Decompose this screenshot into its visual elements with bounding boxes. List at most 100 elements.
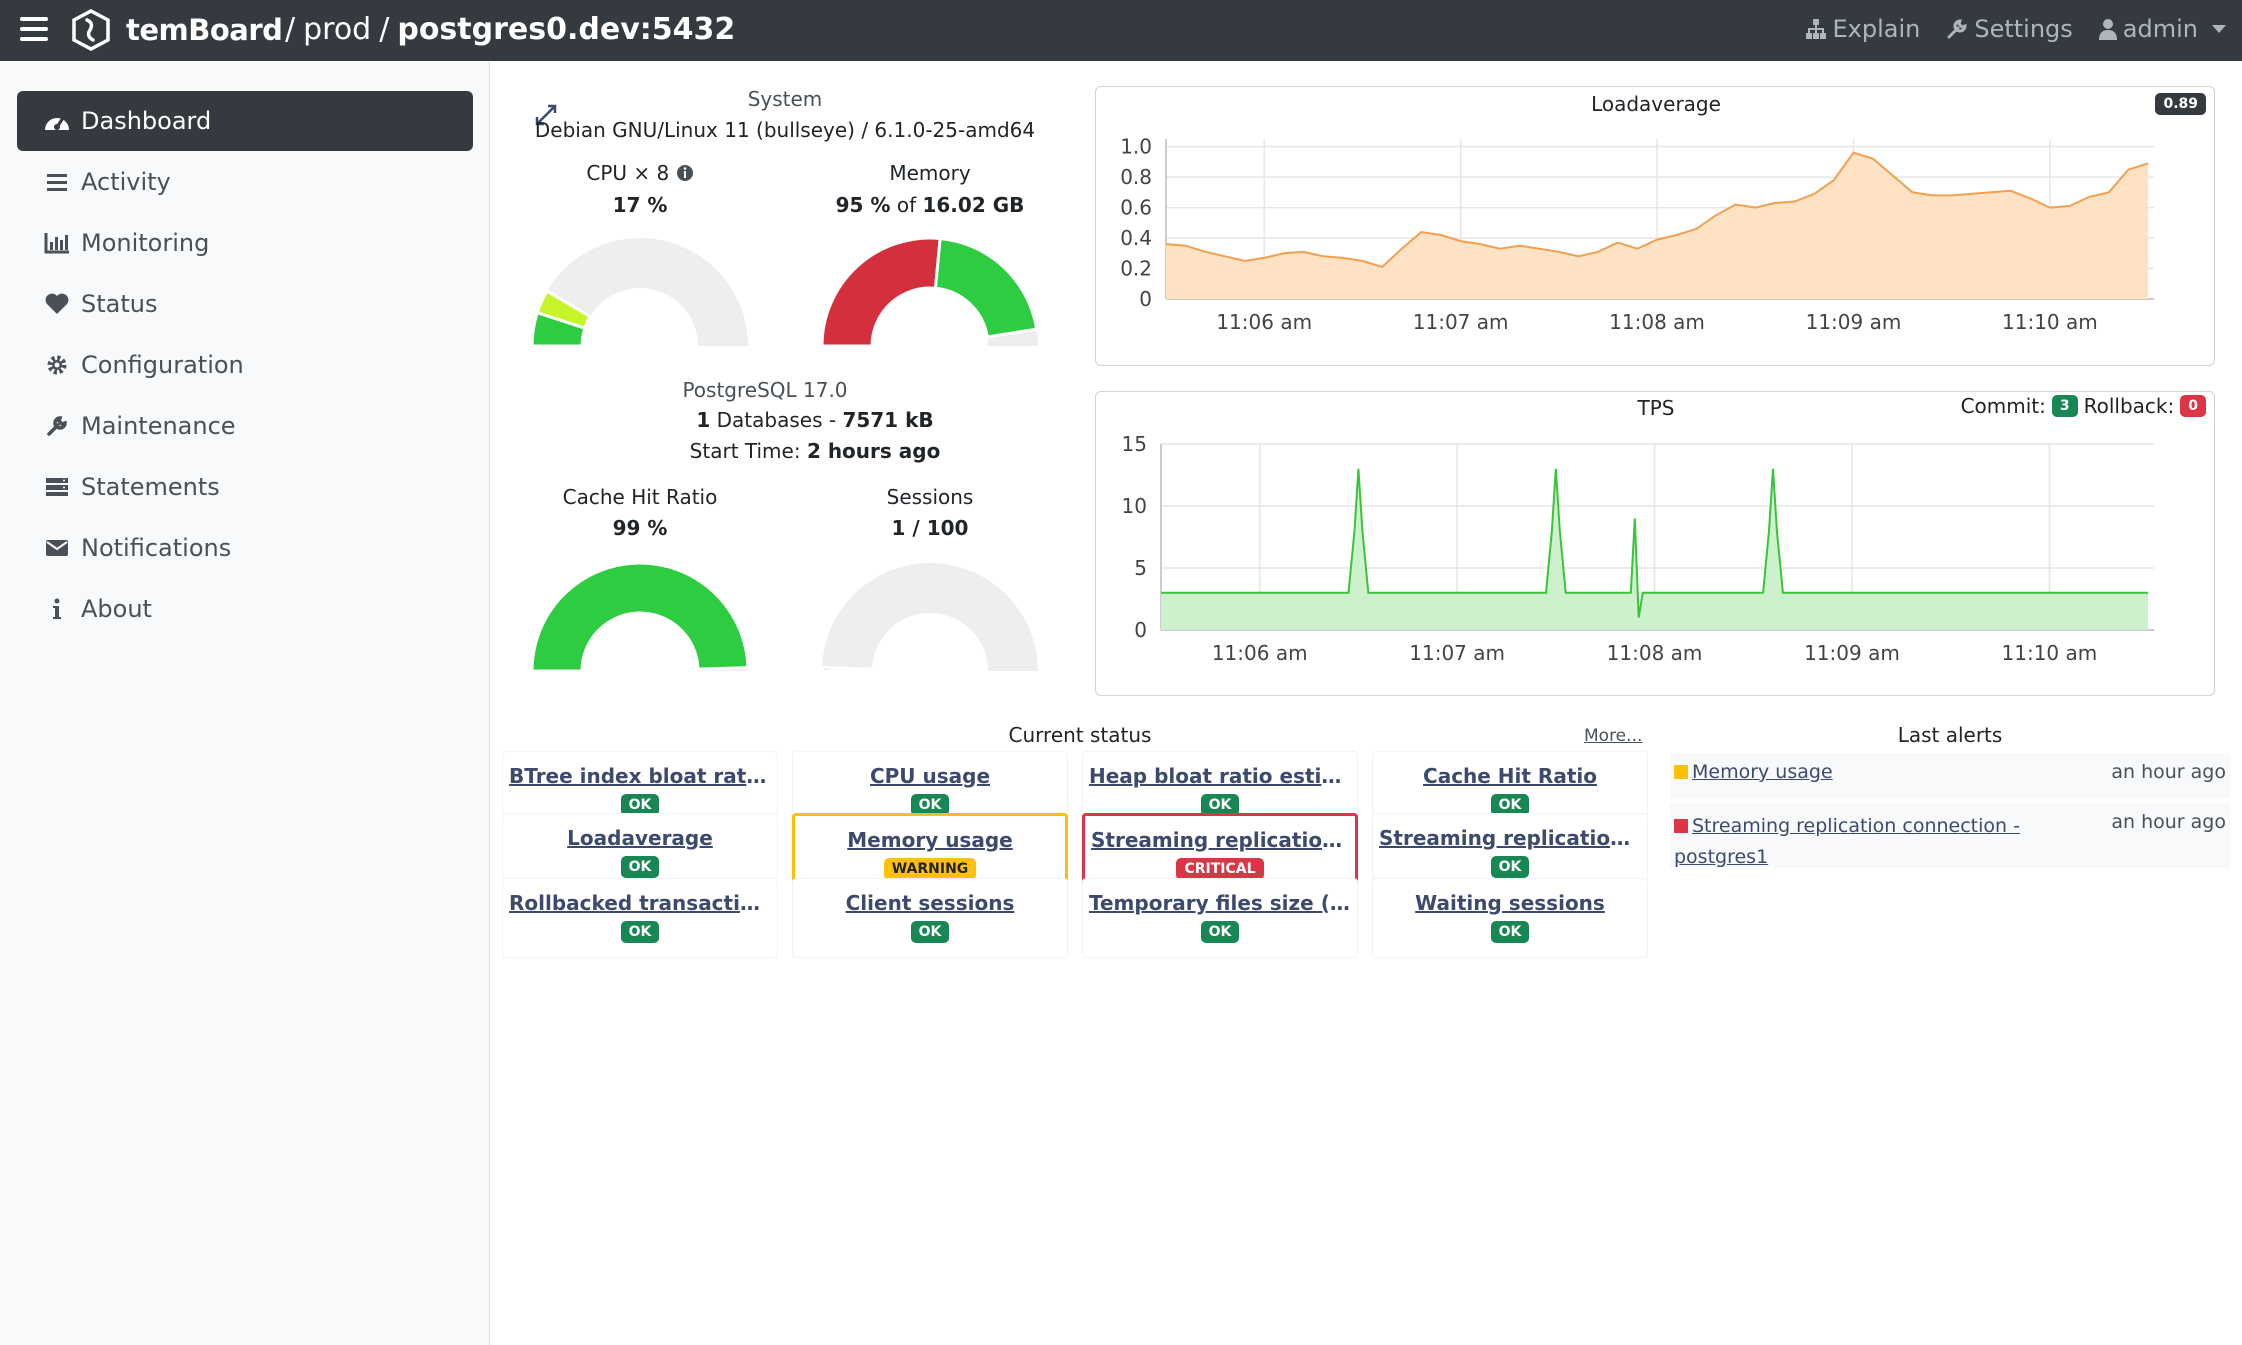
dashboard-icon xyxy=(43,107,71,135)
sidebar-item-maintenance[interactable]: Maintenance xyxy=(17,396,473,456)
sidebar: Dashboard Activity Monitoring Status Con… xyxy=(0,61,490,1345)
main-content: System Debian GNU/Linux 11 (bullseye) / … xyxy=(490,61,2242,1345)
user-menu[interactable]: admin xyxy=(2098,15,2226,43)
user-label: admin xyxy=(2122,15,2198,43)
info-icon xyxy=(43,595,71,623)
y-tick-label: 0.2 xyxy=(1120,257,1152,281)
breadcrumb-separator: / xyxy=(285,12,296,47)
status-card: Client sessions OK xyxy=(792,878,1068,958)
memory-total: 16.02 GB xyxy=(922,193,1025,217)
series-line xyxy=(1161,468,2149,618)
gauge-background xyxy=(822,563,1038,671)
sessions-gauge xyxy=(820,563,1038,673)
list-icon xyxy=(43,168,71,196)
cache-label: Cache Hit Ratio xyxy=(562,485,718,509)
start-time: Start Time: 2 hours ago xyxy=(540,439,1090,463)
y-tick-label: 0.4 xyxy=(1120,226,1152,250)
alert-time: an hour ago xyxy=(2111,761,2226,783)
more-link[interactable]: More... xyxy=(1584,726,1643,746)
x-tick-label: 11:08 am xyxy=(1607,641,1703,665)
tps-chart[interactable]: 11:06 am 11:07 am 11:08 am 11:09 am 11:10 am… xyxy=(1096,392,2216,697)
commit-badge: 3 xyxy=(2051,395,2078,417)
rollback-label: Rollback: xyxy=(2083,394,2175,418)
alert-link[interactable]: Memory usage xyxy=(1692,761,1833,783)
y-tick-label: 0.8 xyxy=(1120,165,1152,189)
sidebar-item-label: Status xyxy=(81,290,158,318)
status-check-link[interactable]: Streaming replication co... xyxy=(1091,828,1355,852)
status-check-link[interactable]: Waiting sessions xyxy=(1415,891,1605,915)
alert-item: Memory usage an hour ago xyxy=(1670,753,2230,798)
loadavg-chart[interactable]: 11:06 am 11:07 am 11:08 am 11:09 am 11:10 am… xyxy=(1096,87,2216,367)
x-tick-label: 11:08 am xyxy=(1609,310,1705,334)
loadavg-card: Loadaverage 0.89 11:06 am 11:07 am 11:08 a… xyxy=(1095,86,2215,366)
sidebar-item-label: Notifications xyxy=(81,534,232,562)
sidebar-item-activity[interactable]: Activity xyxy=(17,152,473,212)
settings-link[interactable]: Settings xyxy=(1946,15,2073,43)
y-tick-label: 10 xyxy=(1122,494,1147,518)
sidebar-item-configuration[interactable]: Configuration xyxy=(17,335,473,395)
loadavg-title: Loadaverage xyxy=(1591,92,1721,116)
bar-chart-icon xyxy=(43,229,71,257)
expand-icon[interactable] xyxy=(534,103,558,127)
sidebar-item-monitoring[interactable]: Monitoring xyxy=(17,213,473,273)
y-tick-label: 1.0 xyxy=(1120,135,1152,159)
status-check-link[interactable]: Rollbacked transactions xyxy=(509,891,777,915)
wrench-icon xyxy=(1947,19,1967,39)
series-area xyxy=(1161,468,2149,630)
breadcrumb-instance[interactable]: postgres0.dev:5432 xyxy=(397,12,736,47)
explain-link[interactable]: Explain xyxy=(1805,15,1920,43)
status-badge: OK xyxy=(910,794,950,816)
last-alerts-title: Last alerts xyxy=(1897,723,2003,747)
sessions-segment xyxy=(820,666,874,673)
envelope-icon xyxy=(43,534,71,562)
status-check-link[interactable]: BTree index bloat ratio e... xyxy=(509,764,777,788)
status-check-link[interactable]: Client sessions xyxy=(845,891,1015,915)
sidebar-item-status[interactable]: Status xyxy=(17,274,473,334)
cpu-gauge xyxy=(530,238,748,348)
sessions-label: Sessions xyxy=(886,485,974,509)
status-check-link[interactable]: Loadaverage xyxy=(567,826,713,850)
info-circle-icon[interactable] xyxy=(676,164,694,182)
commit-label: Commit: xyxy=(1960,394,2046,418)
status-check-link[interactable]: Memory usage xyxy=(847,828,1013,852)
db-info: 1 Databases - 7571 kB xyxy=(540,408,1090,432)
navbar-right: Explain Settings admin xyxy=(1805,15,2226,43)
cache-hit-gauge xyxy=(530,561,750,673)
cache-hit-segment xyxy=(530,561,750,673)
cpu-label: CPU × 8 xyxy=(586,161,670,185)
db-count: 1 xyxy=(696,408,711,432)
tps-card: TPS Commit: 3 Rollback: 0 11:06 am 11:07 … xyxy=(1095,391,2215,696)
status-card: Temporary files size (delta) OK xyxy=(1082,878,1358,958)
brand-name[interactable]: temBoard xyxy=(126,13,283,47)
hamburger-menu-icon[interactable] xyxy=(20,17,48,43)
status-check-link[interactable]: Streaming replication lag xyxy=(1379,826,1647,850)
series-area xyxy=(1166,152,2149,299)
sidebar-item-label: Statements xyxy=(81,473,220,501)
alert-link[interactable]: Streaming replication connection - postg… xyxy=(1674,815,2020,868)
status-badge: OK xyxy=(620,921,660,943)
settings-label: Settings xyxy=(1974,15,2073,43)
status-check-link[interactable]: Heap bloat ratio estimation xyxy=(1089,764,1357,788)
status-badge: CRITICAL xyxy=(1176,858,1264,880)
memory-used-segment xyxy=(820,236,942,348)
sidebar-item-notifications[interactable]: Notifications xyxy=(17,518,473,578)
y-tick-label: 15 xyxy=(1122,432,1147,456)
y-tick-label: 0 xyxy=(1134,618,1147,642)
sidebar-item-statements[interactable]: Statements xyxy=(17,457,473,517)
status-check-link[interactable]: Cache Hit Ratio xyxy=(1423,764,1597,788)
status-check-link[interactable]: CPU usage xyxy=(869,764,991,788)
sidebar-item-dashboard[interactable]: Dashboard xyxy=(17,91,473,151)
status-badge: OK xyxy=(910,921,950,943)
breadcrumb-env[interactable]: prod xyxy=(303,12,372,47)
start-value: 2 hours ago xyxy=(806,439,941,463)
status-check-link[interactable]: Temporary files size (delta) xyxy=(1089,891,1357,915)
wrench-icon xyxy=(43,412,71,440)
sidebar-item-label: About xyxy=(81,595,152,623)
x-tick-label: 11:10 am xyxy=(2002,310,2098,334)
sidebar-item-label: Activity xyxy=(81,168,171,196)
db-text: Databases - xyxy=(710,408,843,432)
tps-title: TPS xyxy=(1637,396,1675,420)
sidebar-item-about[interactable]: About xyxy=(17,579,473,639)
temboard-logo-icon[interactable] xyxy=(70,9,112,51)
x-tick-label: 11:06 am xyxy=(1216,310,1312,334)
